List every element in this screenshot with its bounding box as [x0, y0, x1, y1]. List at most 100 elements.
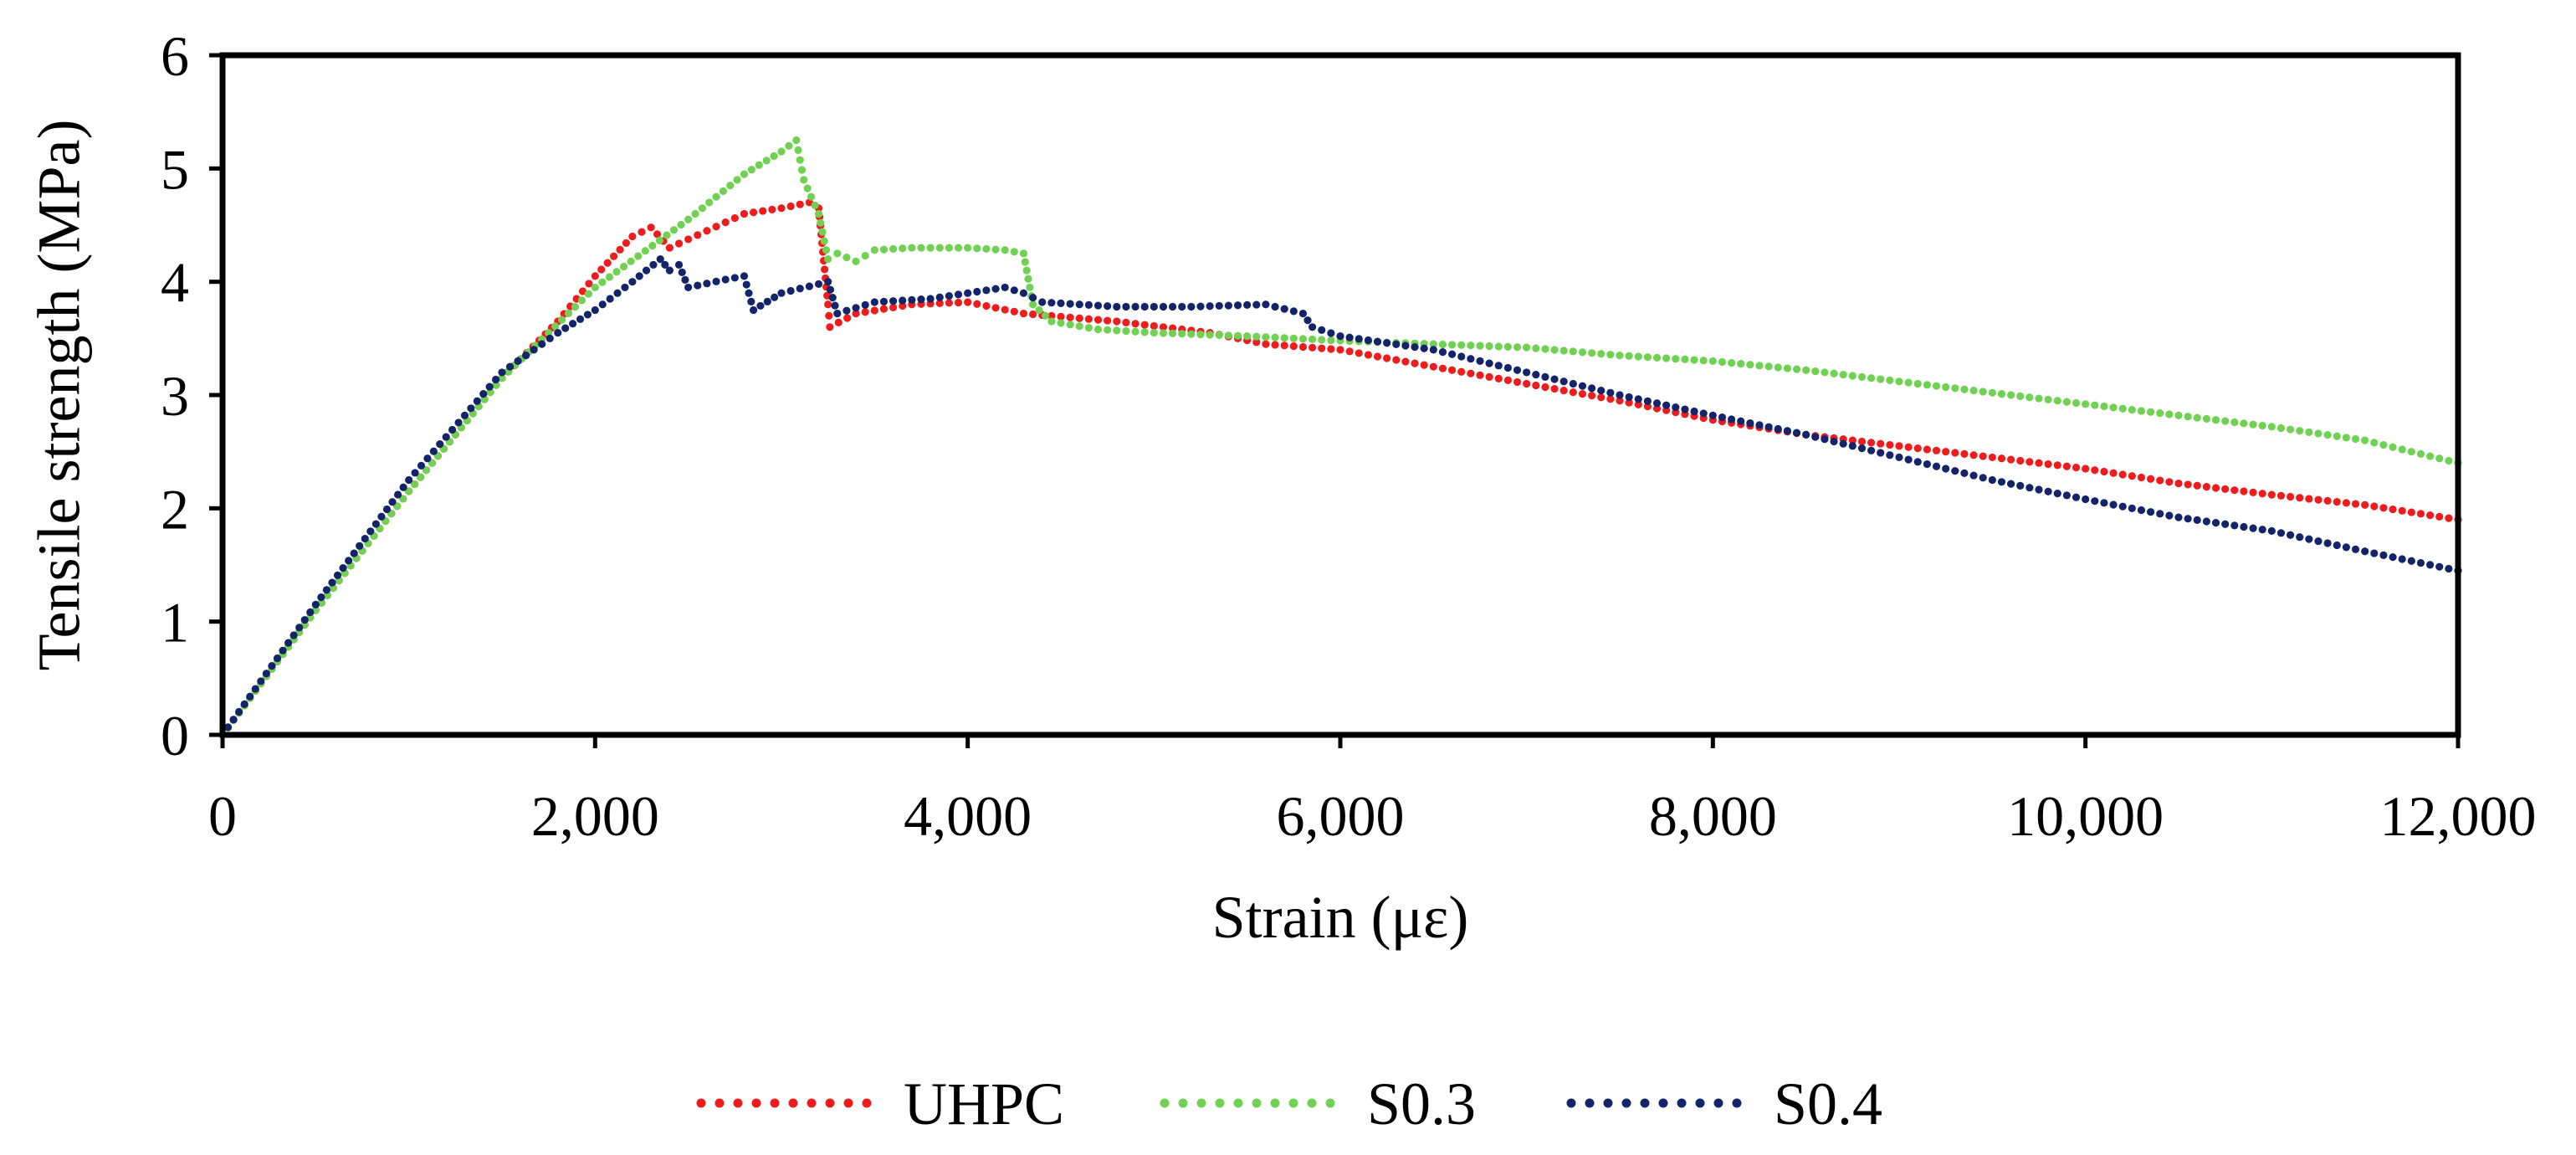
data-point — [1140, 321, 1149, 329]
data-point — [1783, 427, 1791, 435]
data-point — [1104, 316, 1112, 325]
data-point — [2193, 413, 2201, 422]
data-point — [2007, 480, 2015, 488]
data-point — [1159, 323, 1168, 331]
data-point — [2016, 481, 2025, 490]
data-point — [1988, 388, 1996, 397]
data-point — [794, 146, 802, 154]
data-point — [2258, 421, 2266, 430]
data-point — [498, 368, 506, 377]
data-point — [2230, 521, 2239, 530]
data-point — [2007, 391, 2015, 399]
data-point — [1597, 350, 1606, 358]
data-point — [1196, 302, 1205, 311]
legend-dot — [770, 1098, 780, 1108]
data-point — [2351, 500, 2360, 508]
legend-dot — [1233, 1098, 1243, 1108]
data-point — [1830, 369, 1838, 377]
data-point — [1084, 324, 1093, 332]
data-point — [964, 244, 972, 252]
data-point — [522, 352, 530, 360]
data-point — [2296, 427, 2304, 435]
data-point — [279, 646, 287, 654]
data-point — [954, 244, 963, 252]
data-point — [2333, 541, 2341, 550]
data-point — [908, 244, 916, 252]
data-point — [1662, 401, 1671, 409]
data-point — [411, 469, 419, 477]
data-point — [755, 161, 763, 169]
data-point — [423, 454, 432, 463]
data-point — [1877, 439, 1885, 448]
axis-layer: 0 2,000 4,000 6,000 8,000 10,000 12,000 0 1 2 3 4 5 6 — [161, 24, 2537, 848]
data-point — [1867, 374, 1876, 382]
data-point — [712, 223, 720, 231]
data-point — [796, 156, 804, 164]
data-point — [2267, 423, 2276, 431]
data-point — [1411, 359, 1419, 367]
data-point — [1047, 311, 1056, 321]
data-point — [2147, 475, 2155, 483]
data-point — [2137, 506, 2146, 515]
data-point — [1886, 376, 1894, 385]
data-point — [852, 309, 860, 318]
data-point — [1159, 329, 1168, 337]
data-point — [1429, 362, 1437, 371]
data-point — [1345, 347, 1354, 356]
legend-dot — [1732, 1098, 1742, 1108]
data-point — [289, 631, 298, 639]
data-point — [1438, 340, 1447, 349]
data-point — [1951, 449, 1959, 457]
data-point — [2007, 455, 2015, 464]
data-point — [1047, 299, 1056, 307]
data-point — [2193, 481, 2201, 490]
data-point — [1969, 471, 1978, 480]
data-point — [721, 218, 730, 227]
data-point — [797, 166, 807, 174]
data-point — [1476, 357, 1484, 365]
data-point — [2082, 400, 2090, 408]
data-point — [750, 305, 758, 315]
y-tick-label: 6 — [161, 24, 189, 88]
data-point — [2109, 403, 2118, 412]
data-point — [1383, 354, 1391, 362]
data-point — [2109, 501, 2118, 509]
data-point — [377, 512, 386, 521]
data-point — [648, 241, 657, 250]
data-point — [1298, 342, 1308, 352]
data-point — [1886, 451, 1894, 459]
data-point — [1559, 386, 1568, 395]
data-point — [1569, 379, 1577, 388]
data-point — [822, 246, 831, 254]
data-point — [1243, 300, 1252, 310]
data-point — [870, 298, 878, 306]
data-point — [1792, 365, 1801, 373]
data-point — [796, 285, 804, 293]
x-tick-label: 8,000 — [1649, 784, 1777, 848]
data-point — [2221, 485, 2230, 493]
data-point — [2082, 495, 2090, 504]
data-point — [665, 244, 674, 252]
data-point — [1932, 462, 1941, 470]
data-point — [2156, 409, 2164, 418]
data-point — [1280, 334, 1288, 342]
data-point — [1131, 327, 1139, 336]
data-point — [2062, 398, 2071, 406]
data-point — [492, 381, 500, 389]
data-point — [1364, 351, 1372, 359]
data-point — [2174, 513, 2183, 521]
data-point — [1113, 326, 1121, 335]
data-point — [2044, 459, 2052, 469]
legend-dot — [1270, 1098, 1280, 1108]
legend-dot — [751, 1098, 761, 1108]
data-point — [1737, 417, 1745, 425]
data-point — [1026, 283, 1034, 292]
data-point — [1969, 451, 1978, 459]
data-point — [603, 259, 612, 267]
data-point — [730, 213, 739, 223]
legend-dot — [1713, 1098, 1723, 1108]
data-point — [2147, 408, 2155, 416]
data-point — [2221, 417, 2230, 425]
data-point — [1057, 299, 1065, 307]
